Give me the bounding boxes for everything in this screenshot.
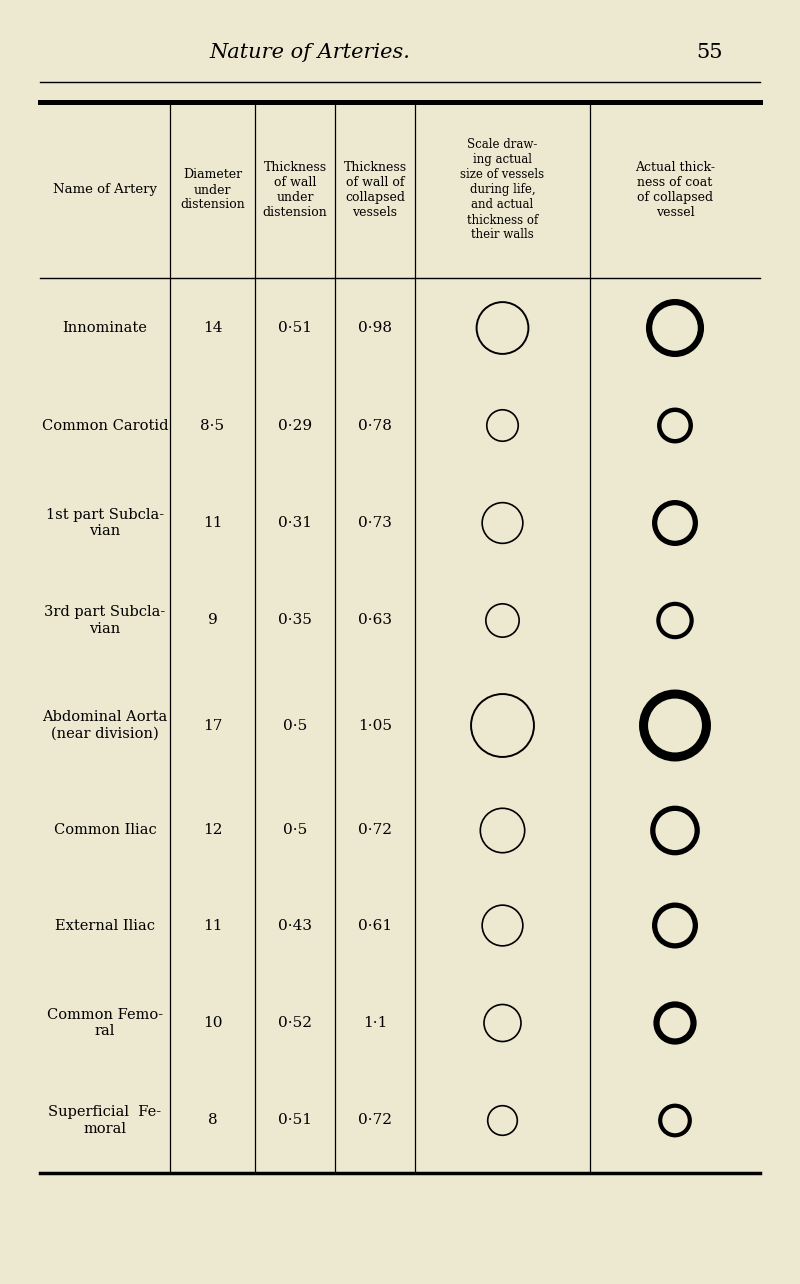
Text: 0·5: 0·5 [283, 823, 307, 837]
Text: 8·5: 8·5 [201, 419, 225, 433]
Text: 55: 55 [697, 42, 723, 62]
Text: Nature of Arteries.: Nature of Arteries. [210, 42, 410, 62]
Text: External Iliac: External Iliac [55, 918, 155, 932]
Text: 1·05: 1·05 [358, 719, 392, 732]
Text: 0·52: 0·52 [278, 1016, 312, 1030]
Text: 9: 9 [208, 614, 218, 628]
Text: 0·78: 0·78 [358, 419, 392, 433]
Text: 0·29: 0·29 [278, 419, 312, 433]
Text: 0·73: 0·73 [358, 516, 392, 530]
Text: 8: 8 [208, 1113, 218, 1127]
Text: Common Carotid: Common Carotid [42, 419, 168, 433]
Text: Name of Artery: Name of Artery [53, 184, 157, 196]
Text: 1·1: 1·1 [363, 1016, 387, 1030]
Text: 1st part Subcla-
vian: 1st part Subcla- vian [46, 508, 164, 538]
Text: 0·51: 0·51 [278, 321, 312, 335]
Text: 14: 14 [202, 321, 222, 335]
Text: Common Iliac: Common Iliac [54, 823, 156, 837]
Text: Actual thick-
ness of coat
of collapsed
vessel: Actual thick- ness of coat of collapsed … [635, 160, 715, 220]
Text: 12: 12 [202, 823, 222, 837]
Text: 0·35: 0·35 [278, 614, 312, 628]
Text: Innominate: Innominate [62, 321, 147, 335]
Text: 0·72: 0·72 [358, 1113, 392, 1127]
Text: Thickness
of wall of
collapsed
vessels: Thickness of wall of collapsed vessels [343, 160, 406, 220]
Text: Diameter
under
distension: Diameter under distension [180, 168, 245, 212]
Text: 0·31: 0·31 [278, 516, 312, 530]
Text: 0·61: 0·61 [358, 918, 392, 932]
Text: Superficial  Fe-
moral: Superficial Fe- moral [49, 1106, 162, 1135]
Text: 0·98: 0·98 [358, 321, 392, 335]
Text: 11: 11 [202, 918, 222, 932]
Text: 10: 10 [202, 1016, 222, 1030]
Text: 0·51: 0·51 [278, 1113, 312, 1127]
Text: 0·72: 0·72 [358, 823, 392, 837]
Text: Thickness
of wall
under
distension: Thickness of wall under distension [262, 160, 327, 220]
Text: 0·5: 0·5 [283, 719, 307, 732]
Text: Scale draw-
ing actual
size of vessels
during life,
and actual
thickness of
thei: Scale draw- ing actual size of vessels d… [461, 139, 545, 241]
Text: Abdominal Aorta
(near division): Abdominal Aorta (near division) [42, 710, 168, 741]
Text: 3rd part Subcla-
vian: 3rd part Subcla- vian [44, 605, 166, 636]
Text: 11: 11 [202, 516, 222, 530]
Text: Common Femo-
ral: Common Femo- ral [47, 1008, 163, 1037]
Text: 17: 17 [203, 719, 222, 732]
Text: 0·63: 0·63 [358, 614, 392, 628]
Text: 0·43: 0·43 [278, 918, 312, 932]
